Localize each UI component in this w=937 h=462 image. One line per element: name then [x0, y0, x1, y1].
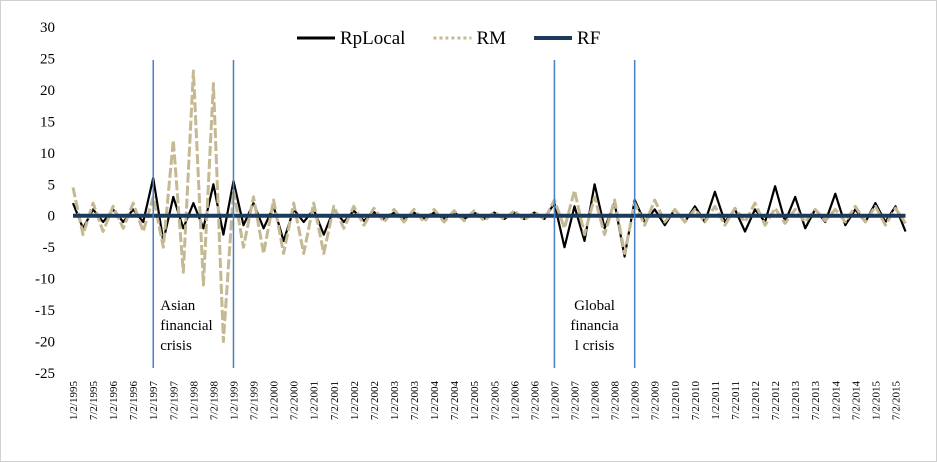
x-tick-label: 1/2/1999	[228, 381, 240, 421]
x-tick-label: 7/2/2007	[570, 381, 582, 421]
x-tick-label: 7/2/1997	[168, 381, 180, 421]
annotation-text: Asian	[160, 298, 195, 314]
x-tick-label: 7/2/2001	[329, 381, 341, 420]
legend-label: RpLocal	[340, 28, 405, 49]
x-tick-label: 1/2/1997	[148, 381, 160, 421]
x-tick-label: 7/2/2002	[369, 381, 381, 420]
x-tick-label: 1/2/2012	[750, 381, 762, 420]
x-tick-label: 7/2/1996	[128, 381, 140, 421]
x-tick-label: 7/2/1998	[208, 381, 220, 421]
x-tick-label: 1/2/2007	[549, 381, 561, 421]
x-tick-label: 1/2/2001	[309, 381, 321, 420]
x-tick-label: 7/2/2013	[810, 381, 822, 421]
x-tick-label: 7/2/2000	[289, 381, 301, 421]
annotation-text: l crisis	[575, 338, 615, 354]
x-tick-label: 1/2/1996	[108, 381, 120, 421]
x-tick-label: 1/2/2011	[710, 381, 722, 420]
x-tick-label: 7/2/2014	[850, 381, 862, 421]
y-tick-label: -20	[35, 335, 55, 351]
x-tick-label: 1/2/2004	[429, 381, 441, 421]
y-tick-label: 10	[40, 146, 55, 162]
annotation-text: crisis	[160, 338, 192, 354]
x-tick-label: 1/2/1998	[188, 381, 200, 421]
x-tick-label: 7/2/2012	[770, 381, 782, 420]
y-tick-label: -10	[35, 272, 55, 288]
legend-label: RF	[577, 28, 600, 49]
x-tick-label: 1/2/2003	[389, 381, 401, 421]
x-tick-label: 7/2/2004	[449, 381, 461, 421]
x-tick-label: 7/2/2011	[730, 381, 742, 420]
y-tick-label: 0	[48, 209, 56, 225]
annotation-text: financia	[570, 318, 619, 334]
x-tick-label: 1/2/2009	[630, 381, 642, 421]
y-tick-label: 15	[40, 114, 55, 130]
x-tick-label: 1/2/2000	[269, 381, 281, 421]
x-tick-label: 1/2/2013	[790, 381, 802, 421]
x-tick-label: 7/2/2015	[890, 381, 902, 421]
x-tick-label: 1/2/2002	[349, 381, 361, 420]
x-tick-label: 7/2/2010	[690, 381, 702, 421]
x-tick-label: 7/2/2008	[610, 381, 622, 421]
y-tick-label: -25	[35, 366, 55, 382]
x-tick-label: 1/2/2006	[509, 381, 521, 421]
x-tick-label: 1/2/2005	[469, 381, 481, 421]
legend-label: RM	[476, 28, 506, 49]
x-tick-label: 7/2/2009	[650, 381, 662, 421]
y-tick-label: 5	[48, 177, 56, 193]
y-tick-label: -15	[35, 303, 55, 319]
x-tick-label: 1/2/2010	[670, 381, 682, 421]
y-tick-label: -5	[43, 240, 56, 256]
x-tick-label: 1/2/2014	[830, 381, 842, 421]
x-tick-label: 7/2/1999	[249, 381, 261, 421]
x-tick-label: 7/2/2003	[409, 381, 421, 421]
y-tick-label: 20	[40, 83, 55, 99]
x-tick-label: 1/2/2015	[870, 381, 882, 421]
annotation-text: financial	[160, 318, 212, 334]
x-tick-label: 1/2/1995	[68, 381, 80, 421]
x-tick-label: 1/2/2008	[590, 381, 602, 421]
x-tick-label: 7/2/2005	[489, 381, 501, 421]
y-tick-label: 25	[40, 51, 55, 67]
x-tick-label: 7/2/2006	[529, 381, 541, 421]
x-tick-label: 7/2/1995	[88, 381, 100, 421]
annotation-text: Global	[574, 298, 615, 314]
y-tick-label: 30	[40, 20, 55, 36]
